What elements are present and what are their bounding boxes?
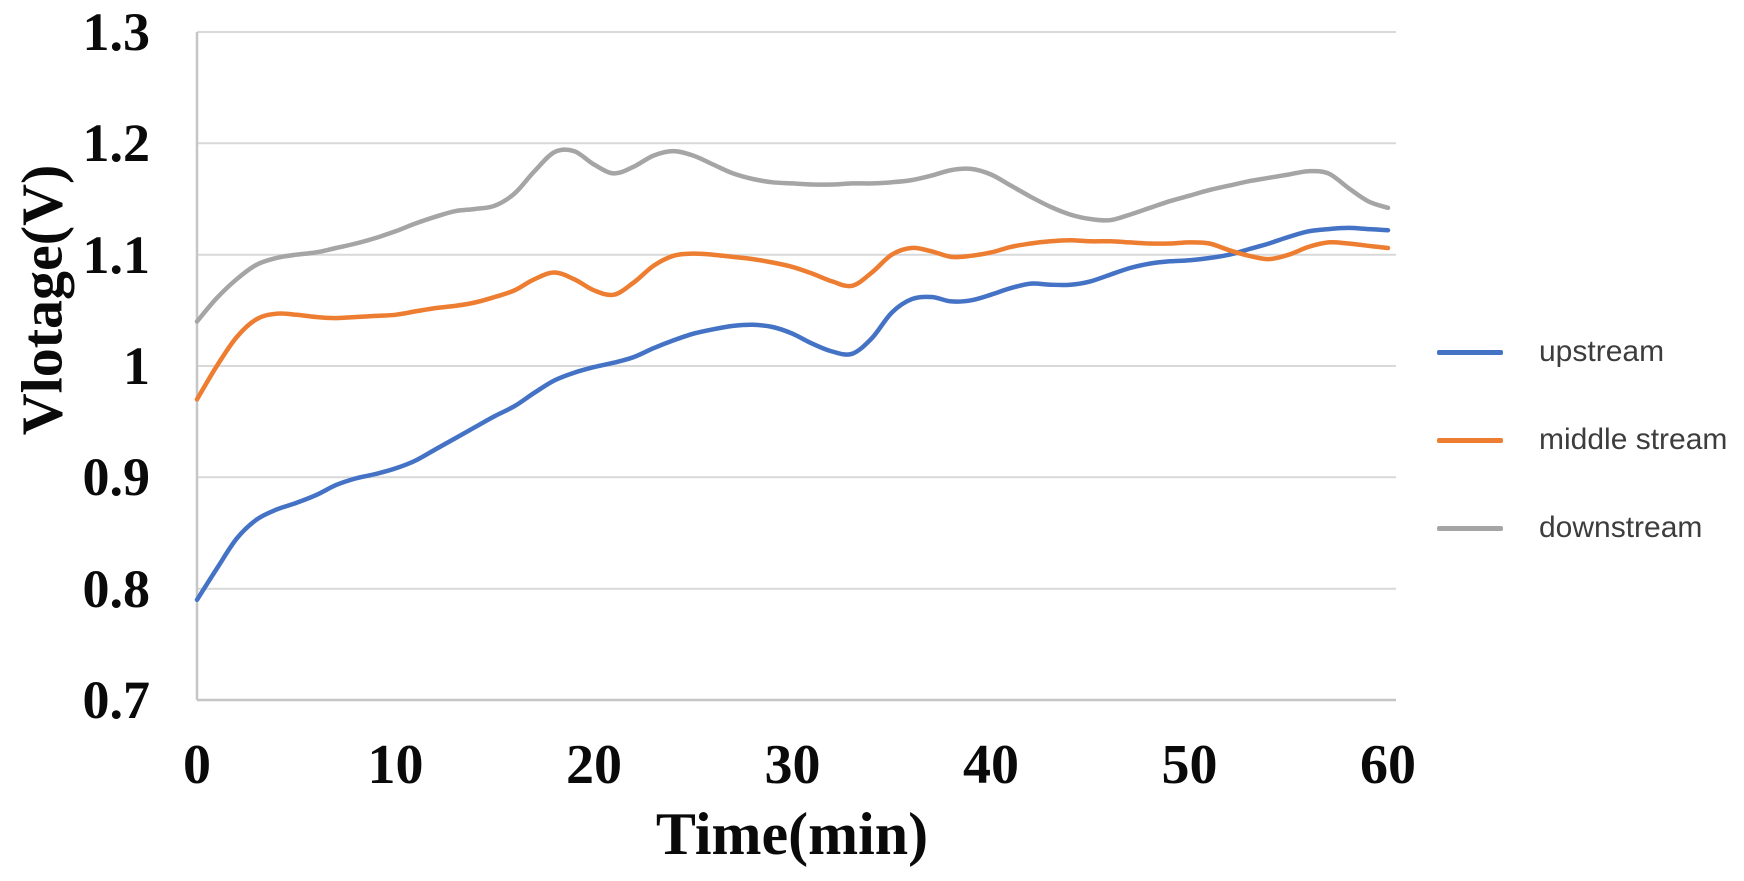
x-tick-label: 30: [764, 734, 821, 796]
legend-label-downstream: downstream: [1539, 511, 1703, 544]
legend-swatch-upstream: [1437, 349, 1503, 355]
series-line-upstream: [194, 225, 1391, 603]
x-tick-label: 20: [566, 734, 622, 796]
series-line-downstream: [194, 147, 1391, 324]
legend: upstream middle stream downstream: [1437, 336, 1727, 600]
y-axis-title: Vlotage(V): [9, 164, 75, 436]
y-tick-label: 0.7: [82, 670, 151, 730]
legend-item-upstream: upstream: [1437, 336, 1727, 368]
y-tick-label: 0.9: [82, 447, 151, 508]
legend-label-middle-stream: middle stream: [1539, 423, 1728, 456]
y-tick-label: 1: [123, 336, 150, 396]
y-tick-label: 0.8: [82, 558, 151, 619]
x-axis-title: Time(min): [655, 801, 929, 867]
x-tick-label: 10: [367, 734, 424, 796]
x-tick-label: 40: [963, 734, 1019, 796]
y-tick-label: 1.2: [82, 113, 151, 174]
y-tick-label: 1.3: [82, 2, 151, 62]
legend-label-upstream: upstream: [1539, 335, 1665, 368]
legend-swatch-middle-stream: [1437, 437, 1503, 443]
y-tick-label: 1.1: [82, 224, 151, 285]
legend-item-downstream: downstream: [1437, 512, 1727, 544]
legend-item-middle-stream: middle stream: [1437, 424, 1727, 456]
series-line-middle-stream: [194, 237, 1391, 402]
x-tick-label: 0: [183, 734, 211, 796]
x-tick-label: 50: [1161, 734, 1218, 796]
legend-swatch-downstream: [1437, 525, 1503, 531]
x-tick-label: 60: [1360, 734, 1416, 796]
